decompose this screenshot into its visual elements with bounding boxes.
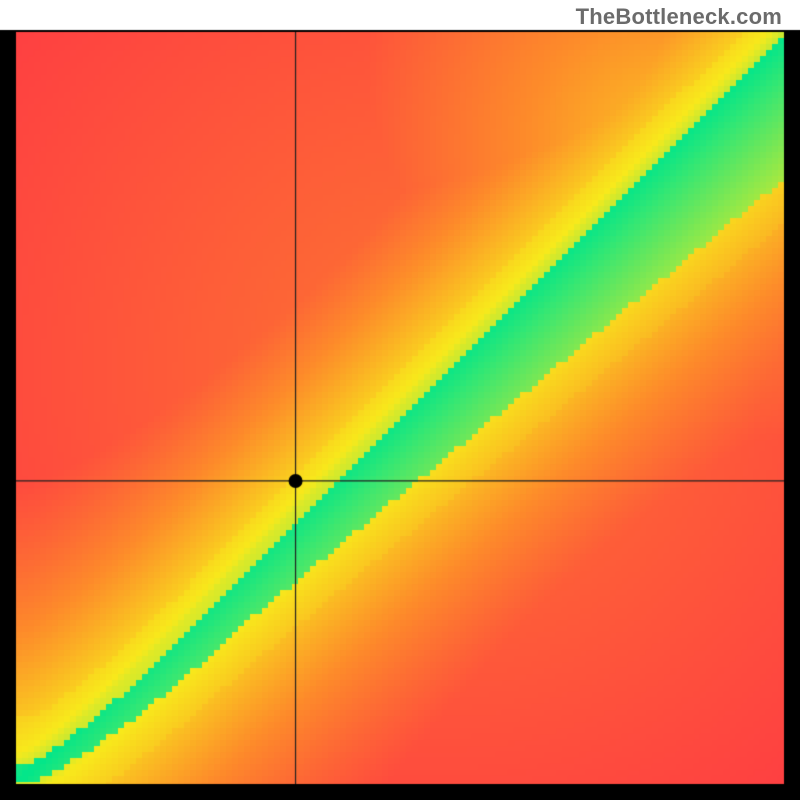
watermark-label: TheBottleneck.com: [576, 4, 782, 30]
bottleneck-heatmap: [0, 0, 800, 800]
